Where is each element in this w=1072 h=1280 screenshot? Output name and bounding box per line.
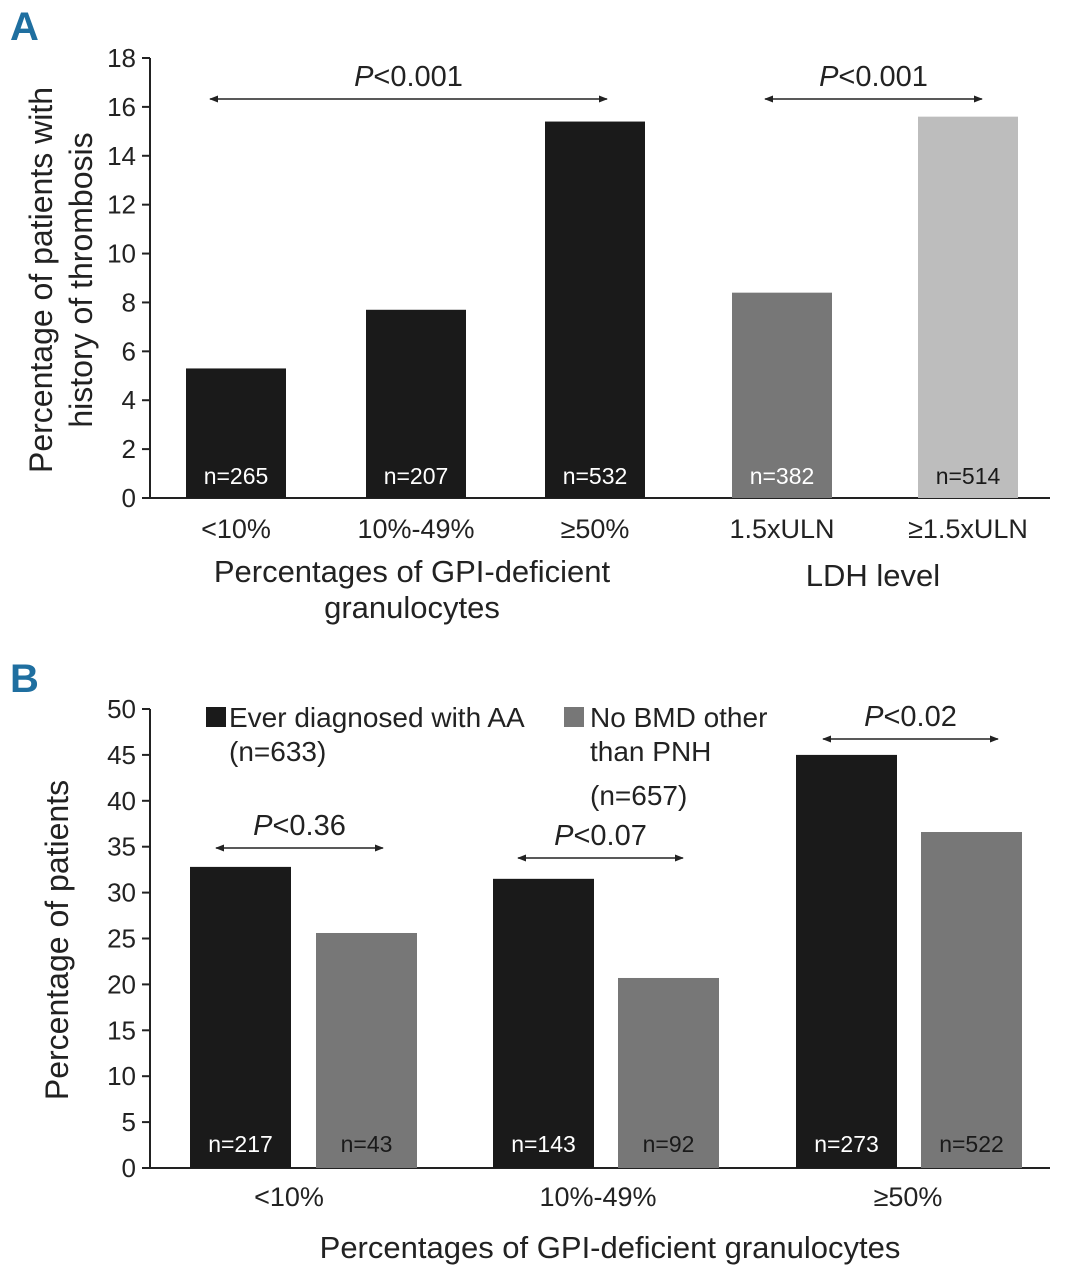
panel-a-p-value: P<0.001 xyxy=(819,61,928,93)
panel-a-bars xyxy=(186,116,1018,499)
panel-a-y-tick-label: 4 xyxy=(122,385,136,415)
panel-b-n-label: n=217 xyxy=(208,1131,273,1157)
panel-a-n-label: n=514 xyxy=(936,463,1001,489)
panel-b-bars xyxy=(190,754,1022,1168)
panel-b-category-labels: <10% 10%-49% ≥50% xyxy=(254,1182,942,1212)
panel-b-y-tick-label: 20 xyxy=(107,969,136,999)
panel-a-y-tick-label: 14 xyxy=(107,141,136,171)
panel-a-ylabel-line1: Percentage of patients with xyxy=(23,87,59,473)
panel-b-category-label: ≥50% xyxy=(874,1182,943,1212)
panel-a-p-value-value: <0.001 xyxy=(838,61,928,93)
panel-b-p-value-value: <0.36 xyxy=(272,810,345,842)
panel-b-bar xyxy=(921,832,1022,1168)
panel-a-bar xyxy=(732,292,832,498)
panel-a-bar xyxy=(918,116,1018,499)
panel-b: B Percentage of patients 0 5 10 15 20 25 30 35 4… xyxy=(10,657,1050,1265)
panel-a-p-value-value: <0.001 xyxy=(373,61,463,93)
panel-a-group-label-gpi-line1: Percentages of GPI-deficient xyxy=(214,554,611,589)
panel-b-p-value: P<0.36 xyxy=(253,810,346,842)
panel-a: A Percentage of patients with history of… xyxy=(10,5,1050,625)
panel-b-p-value-letter: P xyxy=(253,810,273,842)
panel-b-y-tick-label: 45 xyxy=(107,740,136,770)
panel-a-y-tick-label: 16 xyxy=(107,92,136,122)
panel-a-category-labels: <10% 10%-49% ≥50% 1.5xULN ≥1.5xULN xyxy=(201,514,1028,544)
panel-a-n-label: n=207 xyxy=(384,463,449,489)
panel-b-y-tick-label: 10 xyxy=(107,1061,136,1091)
panel-a-p-value: P<0.001 xyxy=(354,61,463,93)
panel-b-y-tick-label: 25 xyxy=(107,924,136,954)
panel-a-n-labels: n=265 n=207 n=532 n=382 n=514 xyxy=(204,463,1001,489)
panel-b-y-tick-label: 0 xyxy=(122,1153,136,1183)
legend-label-no-bmd-line3: (n=657) xyxy=(590,780,687,811)
panel-b-bar xyxy=(796,754,897,1168)
panel-b-p-value-letter: P xyxy=(864,701,884,733)
panel-b-y-tick-label: 35 xyxy=(107,832,136,862)
panel-b-bar xyxy=(190,866,291,1168)
panel-a-n-label: n=382 xyxy=(750,463,815,489)
panel-b-p-value-value: <0.02 xyxy=(883,701,956,733)
legend-swatch-no-bmd xyxy=(564,707,584,727)
panel-b-y-tick-label: 15 xyxy=(107,1015,136,1045)
panel-a-category-label: 10%-49% xyxy=(357,514,474,544)
panel-a-letter: A xyxy=(10,5,39,49)
panel-a-y-tick-label: 2 xyxy=(122,434,136,464)
panel-b-p-value-value: <0.07 xyxy=(573,820,646,852)
panel-b-p-value: P<0.07 xyxy=(554,820,647,852)
panel-b-bar xyxy=(316,932,417,1168)
panel-b-category-label: 10%-49% xyxy=(539,1182,656,1212)
legend-swatch-ever-aa xyxy=(206,707,226,727)
panel-b-annotations: P<0.36 P<0.07P<0.02 xyxy=(215,701,999,862)
panel-a-y-tick-label: 8 xyxy=(122,287,136,317)
panel-a-category-label: 1.5xULN xyxy=(729,514,834,544)
legend-label-no-bmd-line1: No BMD other xyxy=(590,702,767,733)
panel-b-bar xyxy=(618,977,719,1168)
panel-b-p-value-letter: P xyxy=(554,820,574,852)
panel-b-n-label: n=43 xyxy=(341,1131,393,1157)
panel-a-category-label: ≥50% xyxy=(561,514,630,544)
panel-a-bar xyxy=(545,121,645,499)
panel-b-y-tick-label: 30 xyxy=(107,878,136,908)
panel-b-category-label: <10% xyxy=(254,1182,324,1212)
panel-a-p-value-letter: P xyxy=(354,61,374,93)
panel-b-n-labels: n=217 n=143 n=273 n=43 n=92 n=522 xyxy=(208,1131,1004,1157)
panel-a-y-tick-label: 12 xyxy=(107,190,136,220)
legend-label-no-bmd-line2: than PNH xyxy=(590,736,711,767)
panel-a-group-label-ldh: LDH level xyxy=(806,558,940,593)
panel-b-p-value: P<0.02 xyxy=(864,701,957,733)
panel-a-category-label: <10% xyxy=(201,514,271,544)
panel-b-bar xyxy=(493,878,594,1168)
panel-a-ylabel-line2: history of thrombosis xyxy=(63,132,99,427)
panel-a-y-tick-label: 10 xyxy=(107,239,136,269)
panel-b-y-axis: 0 5 10 15 20 25 30 35 40 45 50 xyxy=(107,694,151,1183)
panel-a-group-label-gpi-line2: granulocytes xyxy=(324,590,500,625)
panel-a-n-label: n=532 xyxy=(563,463,628,489)
panel-b-n-label: n=522 xyxy=(939,1131,1004,1157)
panel-b-n-label: n=92 xyxy=(643,1131,695,1157)
panel-b-xlabel: Percentages of GPI-deficient granulocyte… xyxy=(320,1230,901,1265)
panel-a-y-tick-label: 0 xyxy=(122,483,136,513)
panel-b-n-label: n=273 xyxy=(814,1131,879,1157)
panel-a-category-label: ≥1.5xULN xyxy=(908,514,1028,544)
panel-a-annotations: P<0.001 P<0.001 xyxy=(209,61,983,103)
panel-b-ylabel: Percentage of patients xyxy=(39,780,75,1100)
panel-b-y-tick-label: 5 xyxy=(122,1107,136,1137)
legend-label-ever-aa-line1: Ever diagnosed with AA xyxy=(229,702,525,733)
panel-b-y-tick-label: 40 xyxy=(107,786,136,816)
panel-b-y-tick-label: 50 xyxy=(107,694,136,724)
panel-a-n-label: n=265 xyxy=(204,463,269,489)
panel-b-legend: Ever diagnosed with AA (n=633) No BMD ot… xyxy=(206,702,767,811)
legend-label-ever-aa-line2: (n=633) xyxy=(229,736,326,767)
panel-a-bar xyxy=(186,368,286,498)
panel-a-y-tick-label: 18 xyxy=(107,43,136,73)
panel-b-n-label: n=143 xyxy=(511,1131,576,1157)
panel-a-p-value-letter: P xyxy=(819,61,839,93)
panel-a-y-axis: 0 2 4 6 8 10 12 14 16 18 xyxy=(107,43,151,513)
panel-a-y-tick-label: 6 xyxy=(122,336,136,366)
panel-b-letter: B xyxy=(10,657,39,701)
panel-a-bar xyxy=(366,309,466,498)
